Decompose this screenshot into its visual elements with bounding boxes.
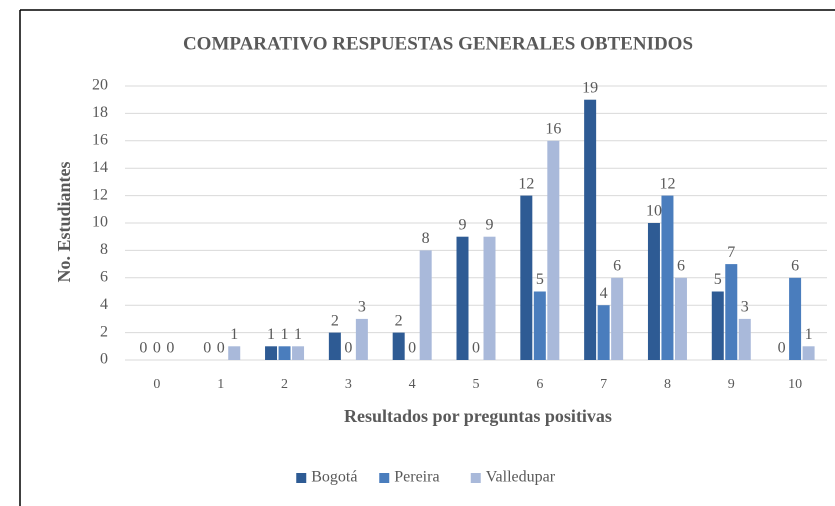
data-label: 1 — [281, 326, 289, 343]
bar — [483, 236, 496, 360]
data-label: 1 — [805, 326, 813, 343]
bar — [725, 264, 738, 360]
data-label: 1 — [267, 326, 275, 343]
data-label: 10 — [646, 203, 662, 220]
y-tick-label: 20 — [92, 77, 108, 94]
y-tick-label: 2 — [100, 323, 108, 340]
data-label: 5 — [536, 271, 544, 288]
x-tick-label: 10 — [788, 377, 802, 392]
bar — [789, 277, 802, 360]
y-tick-label: 6 — [100, 268, 108, 285]
bar — [278, 346, 291, 360]
chart-title: COMPARATIVO RESPUESTAS GENERALES OBTENID… — [183, 33, 693, 54]
data-label: 0 — [344, 340, 352, 357]
legend-swatch — [470, 473, 481, 483]
y-tick-label: 10 — [92, 214, 108, 231]
data-label: 19 — [582, 79, 598, 96]
data-label: 2 — [331, 312, 339, 329]
bar — [611, 277, 624, 360]
data-label: 0 — [472, 340, 480, 357]
data-label: 0 — [203, 340, 211, 357]
bar — [711, 291, 724, 360]
data-label: 0 — [153, 340, 161, 357]
legend-label: Bogotá — [311, 469, 357, 486]
x-tick-label: 8 — [664, 377, 671, 392]
data-label: 3 — [741, 299, 749, 316]
x-axis-label: Resultados por preguntas positivas — [344, 406, 612, 426]
bar — [674, 277, 687, 360]
data-label: 1 — [294, 326, 302, 343]
bar — [661, 195, 674, 360]
legend-swatch — [379, 473, 390, 483]
data-label: 8 — [422, 230, 430, 247]
x-tick-label: 3 — [345, 377, 352, 392]
data-label: 1 — [230, 326, 238, 343]
data-label: 0 — [217, 340, 225, 357]
x-tick-label: 6 — [536, 377, 543, 392]
bar — [328, 332, 341, 360]
y-tick-label: 14 — [92, 159, 108, 176]
data-label: 4 — [600, 285, 608, 302]
legend-label: Pereira — [394, 469, 439, 486]
bar — [533, 291, 546, 360]
x-tick-label: 5 — [473, 377, 480, 392]
bar — [456, 236, 469, 360]
y-tick-label: 12 — [92, 186, 108, 203]
data-label: 16 — [545, 120, 561, 137]
data-label: 12 — [518, 175, 534, 192]
x-tick-label: 7 — [600, 377, 607, 392]
bar — [738, 318, 751, 360]
legend-swatch — [296, 473, 307, 483]
bar — [647, 223, 660, 360]
data-label: 7 — [727, 244, 735, 261]
bar — [520, 195, 533, 360]
bar — [597, 305, 610, 360]
data-label: 9 — [459, 216, 467, 233]
y-tick-label: 0 — [100, 351, 108, 368]
y-tick-label: 8 — [100, 241, 108, 258]
bar — [355, 318, 368, 360]
bar — [292, 346, 305, 360]
bar — [265, 346, 278, 360]
y-tick-label: 18 — [92, 104, 108, 121]
x-tick-label: 0 — [153, 377, 160, 392]
bar — [547, 140, 560, 360]
x-tick-label: 9 — [728, 377, 735, 392]
data-label: 6 — [677, 257, 685, 274]
bar — [419, 250, 432, 360]
x-tick-label: 1 — [217, 377, 224, 392]
legend-label: Valledupar — [486, 469, 556, 486]
y-tick-label: 4 — [100, 296, 108, 313]
x-tick-label: 2 — [281, 377, 288, 392]
data-label: 12 — [659, 175, 675, 192]
data-label: 0 — [139, 340, 147, 357]
bar — [392, 332, 405, 360]
data-label: 0 — [408, 340, 416, 357]
y-axis-label: No. Estudiantes — [54, 161, 74, 282]
data-label: 0 — [166, 340, 174, 357]
data-label: 6 — [791, 257, 799, 274]
x-tick-label: 4 — [409, 377, 416, 392]
bar — [228, 346, 241, 360]
data-label: 5 — [714, 271, 722, 288]
data-label: 0 — [778, 340, 786, 357]
y-tick-label: 16 — [92, 131, 108, 148]
data-label: 3 — [358, 299, 366, 316]
bar — [584, 99, 597, 360]
data-label: 6 — [613, 257, 621, 274]
data-label: 2 — [395, 312, 403, 329]
data-label: 9 — [486, 216, 494, 233]
bar — [802, 346, 815, 360]
